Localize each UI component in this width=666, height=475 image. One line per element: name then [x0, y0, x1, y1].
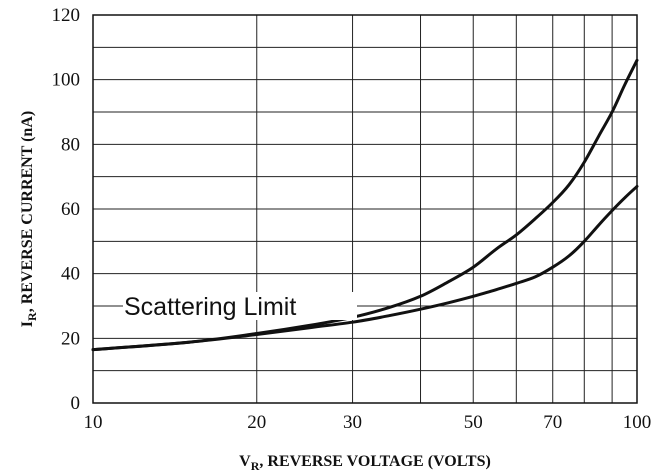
series-line-2	[91, 184, 639, 352]
y-tick-label: 120	[52, 5, 81, 26]
y-tick-label: 60	[61, 199, 80, 220]
series-group	[91, 58, 639, 352]
annotation-background	[119, 292, 357, 320]
tick-labels: 0 20 40 60 80 100 120 10 20 30 50 70 100	[52, 5, 652, 433]
x-axis-label: VR, REVERSE VOLTAGE (VOLTS)	[239, 453, 491, 473]
y-tick-label: 40	[61, 264, 80, 285]
annotation-text: Scattering Limit	[124, 293, 296, 321]
plot-frame	[92, 14, 638, 404]
x-tick-label: 10	[84, 412, 103, 433]
x-tick-label: 100	[623, 412, 652, 433]
x-tick-label: 50	[464, 412, 483, 433]
x-tick-label: 70	[543, 412, 562, 433]
annotation-group: Scattering Limit	[93, 292, 357, 321]
y-tick-label: 80	[61, 134, 80, 155]
y-tick-label: 100	[52, 70, 81, 91]
x-tick-label: 30	[343, 412, 362, 433]
x-tick-label: 20	[247, 412, 266, 433]
y-axis-label: IR, REVERSE CURRENT (nA)	[19, 111, 39, 327]
series-line-1	[91, 58, 639, 352]
y-tick-label: 0	[71, 393, 81, 414]
y-tick-label: 20	[61, 328, 80, 349]
